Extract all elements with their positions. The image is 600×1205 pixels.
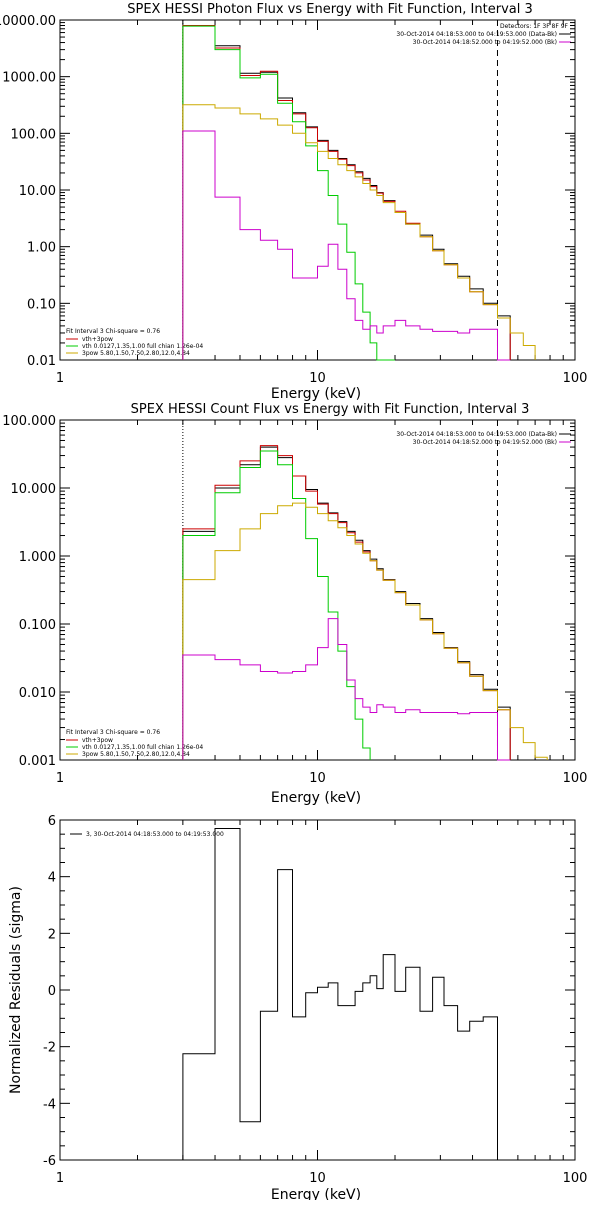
photon-flux-panel: SPEX HESSI Photon Flux vs Energy with Fi…	[0, 2, 587, 402]
residuals-x-ticks: 1 10 100	[56, 820, 588, 1186]
photon-flux-y-tick-label: 0.10	[27, 297, 56, 312]
residuals-xlabel: Energy (keV)	[271, 1187, 361, 1200]
count-flux-series-0	[182, 446, 511, 760]
residuals-series-0	[182, 828, 498, 1160]
photon-flux-y-tick-label: 10000.00	[0, 14, 56, 29]
photon-flux-series-0	[182, 25, 511, 360]
count-flux-x-tick-label: 1	[56, 771, 64, 786]
count-flux-legend-top: 30-Oct-2014 04:18:53.000 to 04:19:53.000…	[396, 431, 571, 446]
residuals-y-tick-label: -2	[43, 1041, 56, 1056]
count-flux-xlabel: Energy (keV)	[271, 790, 361, 806]
photon-flux-legend-top: Detectors: 1F 3F 8F 9F 30-Oct-2014 04:18…	[396, 23, 571, 46]
photon-flux-y-tick-label: 100.00	[11, 127, 57, 142]
residuals-panel: Energy (keV) Normalized Residuals (sigma…	[8, 814, 588, 1203]
count-flux-x-tick-label: 10	[309, 771, 326, 786]
residuals-x-tick-label: 100	[563, 1171, 588, 1186]
photon-flux-legend-detectors: Detectors: 1F 3F 8F 9F	[500, 23, 569, 30]
photon-flux-y-ticks: 10000.00 1000.00 100.00 10.00 1.00 0.10 0.01	[0, 14, 575, 369]
count-flux-panel: SPEX HESSI Count Flux vs Energy with Fit…	[2, 402, 587, 806]
photon-flux-y-tick-label: 1.00	[27, 241, 56, 256]
photon-flux-x-tick-label: 100	[563, 371, 588, 386]
photon-flux-y-tick-label: 10.00	[19, 184, 56, 199]
count-flux-y-tick-label: 100.000	[2, 414, 56, 429]
photon-flux-legend-data: 30-Oct-2014 04:18:53.000 to 04:19:53.000…	[396, 31, 557, 38]
photon-flux-fit-header: Fit Interval 3 Chi-square = 0.76	[66, 328, 160, 335]
photon-flux-y-tick-label: 0.01	[27, 354, 56, 369]
photon-flux-fit-label-1: vth+3pow	[82, 336, 113, 343]
residuals-y-tick-label: -6	[43, 1154, 56, 1169]
photon-flux-series-1	[182, 25, 511, 360]
residuals-ylabel: Normalized Residuals (sigma)	[8, 886, 24, 1094]
count-flux-legend-data: 30-Oct-2014 04:18:53.000 to 04:19:53.000…	[396, 431, 557, 438]
residuals-y-tick-label: 6	[48, 814, 56, 829]
residuals-y-tick-label: 2	[48, 927, 56, 942]
count-flux-x-tick-label: 100	[563, 771, 588, 786]
count-flux-y-tick-label: 0.001	[19, 754, 56, 769]
photon-flux-legend-bk: 30-Oct-2014 04:18:52.000 to 04:19:52.000…	[413, 39, 557, 46]
residuals-x-tick-label: 1	[56, 1171, 64, 1186]
residuals-y-tick-label: -4	[43, 1097, 56, 1112]
count-flux-legend-fit: Fit Interval 3 Chi-square = 0.76 vth+3po…	[66, 729, 203, 758]
count-flux-series-4	[182, 618, 511, 761]
photon-flux-series-3	[182, 104, 536, 360]
count-flux-fit-header: Fit Interval 3 Chi-square = 0.76	[66, 729, 160, 736]
count-flux-series-3	[182, 502, 548, 760]
count-flux-fit-label-3: 3pow 5.80,1.50,7.50,2.80,12.0,4.84	[82, 751, 190, 758]
count-flux-fit-label-2: vth 0.0127,1.35,1.00 full chian 1.26e-04	[82, 744, 203, 751]
count-flux-y-tick-label: 1.000	[19, 550, 56, 565]
residuals-y-tick-label: 4	[48, 871, 56, 886]
residuals-y-tick-label: 0	[48, 984, 56, 999]
photon-flux-y-tick-label: 1000.00	[2, 71, 56, 86]
photon-flux-legend-fit: Fit Interval 3 Chi-square = 0.76 vth+3po…	[66, 328, 203, 357]
count-flux-x-ticks: 1 10 100	[56, 420, 588, 786]
photon-flux-x-tick-label: 1	[56, 371, 64, 386]
count-flux-fit-label-1: vth+3pow	[82, 737, 113, 744]
residuals-x-tick-label: 10	[309, 1171, 326, 1186]
photon-flux-title: SPEX HESSI Photon Flux vs Energy with Fi…	[127, 2, 533, 17]
photon-flux-fit-label-3: 3pow 5.80,1.50,7.50,2.80,12.0,4.84	[82, 350, 190, 357]
photon-flux-series-2	[182, 25, 395, 361]
count-flux-y-tick-label: 0.010	[19, 686, 56, 701]
photon-flux-x-tick-label: 10	[309, 371, 326, 386]
photon-flux-series-4	[182, 130, 511, 361]
count-flux-y-tick-label: 10.000	[11, 482, 57, 497]
photon-flux-fit-label-2: vth 0.0127,1.35,1.00 full chian 1.26e-04	[82, 343, 203, 350]
count-flux-y-ticks: 100.000 10.000 1.000 0.100 0.010 0.001	[2, 414, 575, 769]
count-flux-y-tick-label: 0.100	[19, 618, 56, 633]
count-flux-series-2	[182, 450, 371, 760]
residuals-y-ticks: 6 4 2 0 -2 -4 -6	[43, 814, 575, 1169]
photon-flux-xlabel: Energy (keV)	[271, 386, 361, 402]
residuals-legend: 3, 30-Oct-2014 04:18:53.000 to 04:19:53.…	[86, 831, 224, 838]
count-flux-legend-bk: 30-Oct-2014 04:18:52.000 to 04:19:52.000…	[413, 439, 557, 446]
count-flux-title: SPEX HESSI Count Flux vs Energy with Fit…	[131, 402, 530, 417]
